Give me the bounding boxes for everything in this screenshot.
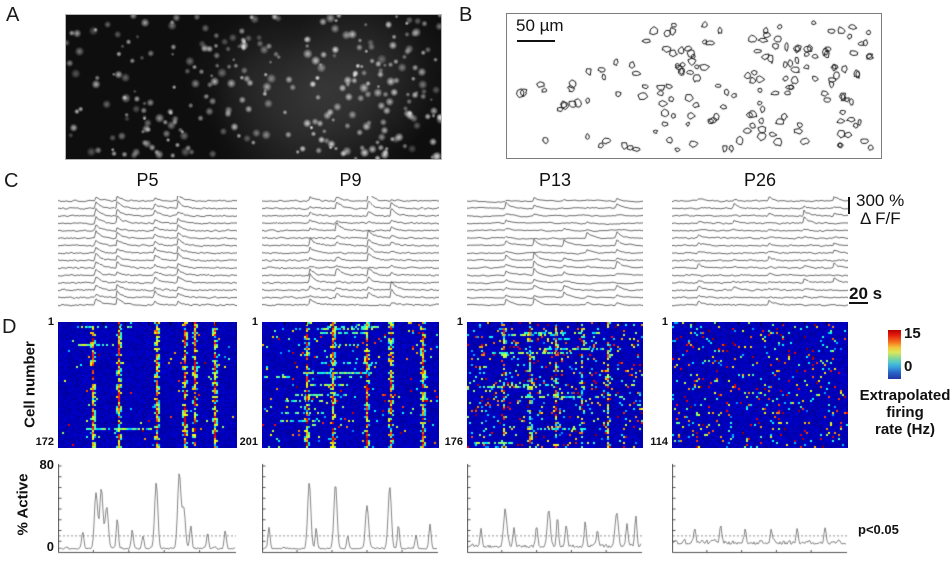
p26-percent-active-plot [672,462,848,554]
p9-firing-rate-heatmap [262,322,439,448]
colorbar-caption-line1: Extrapolated [859,387,951,404]
p9-cell-first-label: 1 [251,316,258,328]
p26-cell-first-label: 1 [661,316,668,328]
panel-b-cell-outline-map [506,13,882,159]
active-ymin-label: 0 [46,539,54,554]
scalebar-bar [517,40,555,42]
column-title-p9: P9 [339,170,362,190]
p13-cell-count-label: 176 [444,436,463,448]
p5-percent-active-plot [58,462,237,554]
p13-dff-traces [467,196,643,310]
significance-threshold-label: p<0.05 [858,522,899,537]
colorbar [888,330,901,379]
scalebar-label: 50 µm [516,16,564,35]
column-title-p26: P26 [743,170,777,190]
column-title-p13: P13 [538,170,572,190]
panel-a-label: A [6,4,20,26]
column-title-p5: P5 [136,170,159,190]
active-ymax-label: 80 [39,457,54,472]
p9-dff-traces [262,196,439,310]
colorbar-min-label: 0 [904,358,913,375]
p5-cell-count-label: 172 [35,436,54,448]
amplitude-scale-value: 300 % [856,191,905,210]
percent-active-axis-label: % Active [14,473,32,536]
p26-dff-traces [672,196,848,310]
amplitude-scalebar [848,197,850,214]
p5-firing-rate-heatmap [58,322,237,448]
panel-d-label: D [2,316,17,338]
panel-c-label: C [4,170,19,192]
p26-firing-rate-heatmap [672,322,848,448]
p5-dff-traces [58,196,237,310]
colorbar-caption-line2: firing [886,404,924,421]
amplitude-scale-unit: Δ F/F [860,209,901,228]
time-scale-label: 20 s [849,284,883,303]
cell-number-axis-label: Cell number [21,341,39,428]
p9-percent-active-plot [262,462,439,554]
p5-cell-first-label: 1 [47,316,54,328]
time-scalebar [849,302,868,304]
colorbar-caption-line3: rate (Hz) [874,421,935,438]
panel-a-fluorescence-image [65,14,442,160]
colorbar-max-label: 15 [904,325,921,342]
p26-cell-count-label: 114 [650,436,668,448]
p13-cell-first-label: 1 [456,316,463,328]
p9-cell-count-label: 201 [239,436,258,448]
panel-b-label: B [459,4,473,26]
p13-percent-active-plot [467,462,643,554]
p13-firing-rate-heatmap [467,322,643,448]
